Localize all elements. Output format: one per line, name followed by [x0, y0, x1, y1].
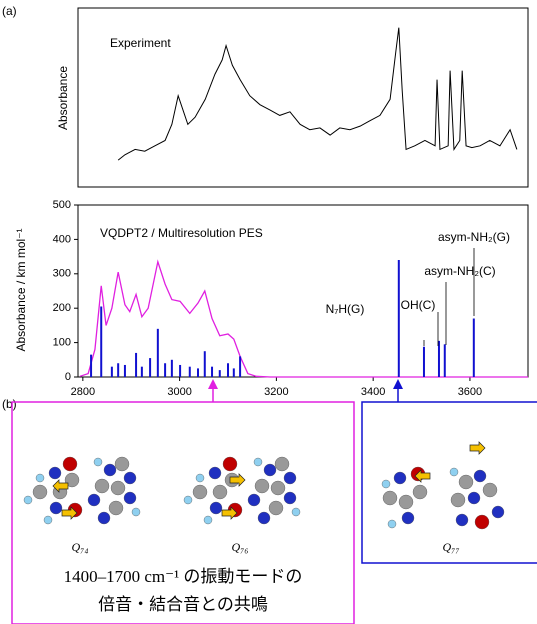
atom [210, 502, 222, 514]
y-axis-label: Absorbance / km mol⁻¹ [14, 228, 28, 351]
line [80, 262, 528, 377]
caption: 倍音・結合音との共鳴 [98, 595, 268, 614]
atom [213, 485, 227, 499]
y-tick-label: 100 [53, 337, 71, 349]
mode-label: Q₇₆ [231, 540, 248, 554]
atom [284, 492, 296, 504]
atom [223, 457, 237, 471]
atom [269, 501, 283, 515]
atom [111, 481, 125, 495]
y-tick-label: 500 [53, 199, 71, 211]
atom [474, 470, 486, 482]
atom [456, 514, 468, 526]
atom [284, 472, 296, 484]
atom [483, 483, 497, 497]
x-tick-label: 3200 [264, 386, 288, 398]
atom [50, 502, 62, 514]
arrow-head [393, 379, 403, 389]
annotation: asym-NH₂(G) [438, 230, 510, 244]
chart-title: VQDPT2 / Multiresolution PES [100, 226, 263, 240]
x-tick-label: 3600 [458, 386, 482, 398]
mode-label: Q₇₇ [442, 540, 459, 554]
atom [124, 472, 136, 484]
atom [33, 485, 47, 499]
caption: 1400–1700 cm⁻¹ の振動モードの [64, 567, 303, 586]
atom [451, 493, 465, 507]
atom [209, 467, 221, 479]
atom [275, 457, 289, 471]
y-tick-label: 0 [65, 371, 71, 383]
y-tick-label: 200 [53, 302, 71, 314]
atom [109, 501, 123, 515]
plot-frame [78, 8, 528, 187]
atom [94, 458, 102, 466]
atom [95, 479, 109, 493]
atom [402, 512, 414, 524]
annotation: asym-NH₂(C) [424, 264, 495, 278]
panel-label: (a) [2, 4, 17, 18]
panel-label: (b) [2, 397, 17, 411]
atom [255, 479, 269, 493]
atom [49, 467, 61, 479]
atom [413, 485, 427, 499]
y-tick-label: 300 [53, 268, 71, 280]
atom [88, 494, 100, 506]
figure: (a) (b) Experiment VQDPT2 / Multiresolut… [0, 0, 537, 624]
x-tick-label: 2800 [71, 386, 95, 398]
atom [399, 495, 413, 509]
atom [264, 464, 276, 476]
atom [104, 464, 116, 476]
atom [193, 485, 207, 499]
atom [271, 481, 285, 495]
atom [196, 474, 204, 482]
atom [132, 508, 140, 516]
atom [115, 457, 129, 471]
chart-title: Experiment [110, 36, 171, 50]
atom [204, 516, 212, 524]
atom [36, 474, 44, 482]
x-tick-label: 3000 [167, 386, 191, 398]
y-axis-label: Absorbance [56, 66, 70, 130]
atom [184, 496, 192, 504]
atom [98, 512, 110, 524]
atom [63, 457, 77, 471]
atom [492, 506, 504, 518]
atom [388, 520, 396, 528]
mode-label: Q₇₄ [71, 540, 88, 554]
atom [394, 472, 406, 484]
atom [254, 458, 262, 466]
atom [44, 516, 52, 524]
atom [248, 494, 260, 506]
atom [124, 492, 136, 504]
annotation: OH(C) [401, 298, 436, 312]
atom [468, 492, 480, 504]
atom [24, 496, 32, 504]
atom [382, 480, 390, 488]
line [118, 28, 517, 160]
atom [258, 512, 270, 524]
atom [459, 475, 473, 489]
atom [475, 515, 489, 529]
atom [383, 491, 397, 505]
y-tick-label: 400 [53, 233, 71, 245]
atom [292, 508, 300, 516]
annotation: N₇H(G) [326, 302, 365, 316]
mode-arrow [470, 442, 485, 454]
x-tick-label: 3400 [361, 386, 385, 398]
arrow-head [208, 379, 218, 389]
atom [450, 468, 458, 476]
